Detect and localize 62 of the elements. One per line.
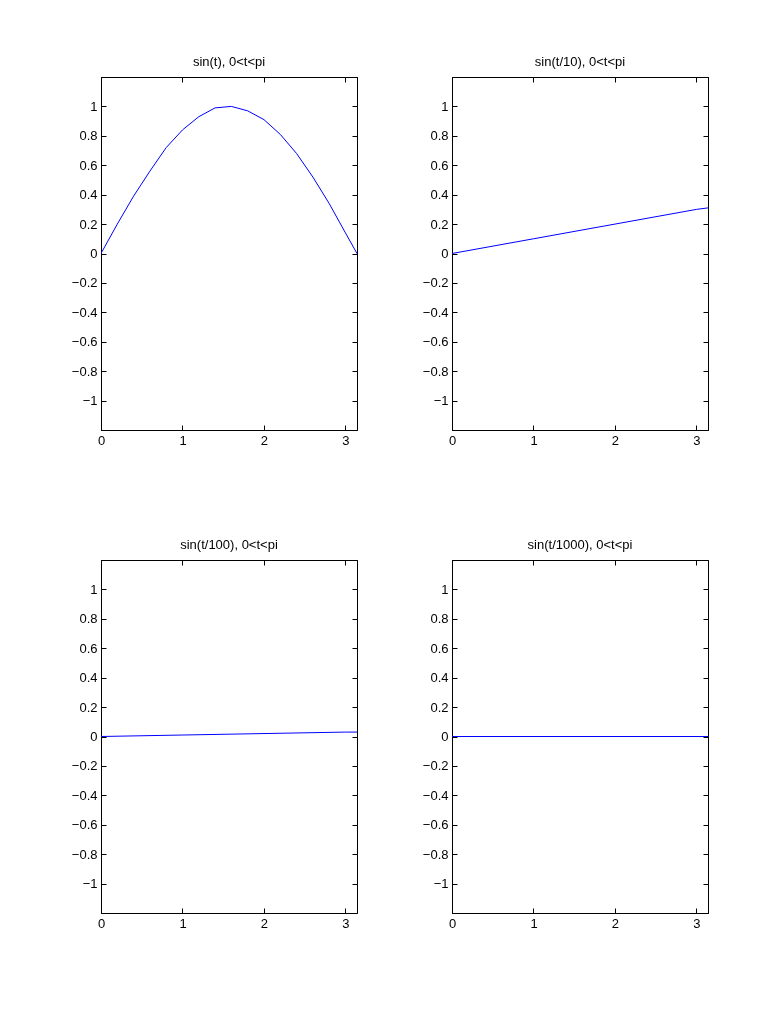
y-tick-label: −1 [433,876,449,892]
chart-title: sin(t/10), 0<t<pi [534,53,626,69]
y-tick-label: 0.8 [430,128,449,144]
y-tick-label: 0.8 [79,128,98,144]
y-tick-label: −1 [433,393,449,409]
x-tick-label: 2 [611,915,620,931]
y-tick-label: 0 [90,246,98,261]
chart-title: sin(t/100), 0<t<pi [180,536,278,552]
y-tick-label: −0.4 [422,304,449,320]
x-tick-label: 3 [693,915,701,931]
x-tick-label: 2 [260,432,269,448]
line-series [101,105,357,254]
x-tick-label: 3 [342,915,350,931]
y-tick-label: −0.8 [71,846,98,862]
y-tick-label: 0.2 [430,699,449,715]
y-tick-label: 0 [441,246,449,261]
chart-title: sin(t/1000), 0<t<pi [527,536,633,552]
y-tick-label: −0.2 [71,275,98,291]
y-tick-label: −0.4 [422,787,449,803]
y-tick-label: −0.6 [71,817,98,833]
y-tick-label: 0 [90,729,98,744]
y-tick-label: 0.6 [79,157,98,173]
y-tick-label: 0.8 [79,611,98,627]
y-tick-label: 0.4 [430,187,449,203]
x-tick-label: 3 [342,432,350,448]
y-tick-label: −0.2 [71,758,98,774]
y-tick-label: 0.6 [430,640,449,656]
y-tick-label: −0.8 [422,363,449,379]
y-tick-label: −1 [82,876,98,892]
x-tick-label: 1 [530,432,538,448]
y-tick-label: −0.4 [71,304,98,320]
y-tick-label: −0.8 [71,363,98,379]
y-tick-label: 1 [90,581,98,597]
y-tick-label: 1 [90,98,98,114]
y-tick-label: −0.4 [71,787,98,803]
y-tick-label: 0.2 [430,216,449,232]
y-tick-label: −1 [82,393,98,409]
x-tick-label: 2 [611,432,620,448]
x-tick-label: 1 [179,432,187,448]
y-tick-label: 0.2 [79,699,98,715]
y-tick-label: −0.8 [422,846,449,862]
x-tick-label: 2 [260,915,269,931]
y-tick-label: 1 [441,98,449,114]
y-tick-label: 0.4 [79,670,98,686]
line-series [452,207,708,254]
y-tick-label: 0.6 [430,157,449,173]
y-tick-label: −0.6 [71,334,98,350]
y-tick-label: 0.4 [79,187,98,203]
y-tick-label: 0.8 [430,611,449,627]
chart-title: sin(t), 0<t<pi [192,53,266,69]
y-tick-label: 0 [441,729,449,744]
y-tick-label: −0.6 [422,817,449,833]
y-tick-label: −0.2 [422,758,449,774]
y-tick-label: −0.2 [422,275,449,291]
y-tick-label: 0.4 [430,670,449,686]
y-tick-label: 0.2 [79,216,98,232]
x-tick-label: 1 [530,915,538,931]
y-tick-label: 0.6 [79,640,98,656]
x-tick-label: 1 [179,915,187,931]
y-tick-label: −0.6 [422,334,449,350]
y-tick-label: 1 [441,581,449,597]
x-tick-label: 3 [693,432,701,448]
